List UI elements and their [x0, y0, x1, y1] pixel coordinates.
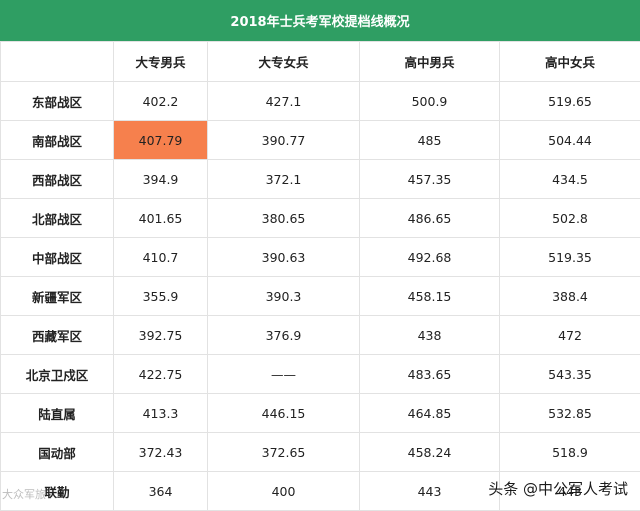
value-cell: 372.65	[208, 433, 360, 472]
value-cell: 434.5	[500, 160, 640, 199]
value-cell: 485	[360, 121, 500, 160]
table-row: 西藏军区 392.75 376.9 438 472	[1, 316, 640, 355]
value-cell: 392.75	[114, 316, 208, 355]
table-row: 东部战区 402.2 427.1 500.9 519.65	[1, 82, 640, 121]
value-cell: 401.65	[114, 199, 208, 238]
value-cell: 457.35	[360, 160, 500, 199]
table-title: 2018年士兵考军校提档线概况	[0, 0, 640, 41]
value-cell: 390.63	[208, 238, 360, 277]
table-row: 南部战区 407.79 390.77 485 504.44	[1, 121, 640, 160]
value-cell: 492.68	[360, 238, 500, 277]
table-row: 陆直属 413.3 446.15 464.85 532.85	[1, 394, 640, 433]
value-cell: 413.3	[114, 394, 208, 433]
table-row: 新疆军区 355.9 390.3 458.15 388.4	[1, 277, 640, 316]
value-cell: 443	[360, 472, 500, 511]
region-cell: 西部战区	[1, 160, 114, 199]
value-cell: 464.85	[360, 394, 500, 433]
value-cell: 532.85	[500, 394, 640, 433]
value-cell: 394.9	[114, 160, 208, 199]
header-highschool-female: 高中女兵	[500, 42, 640, 82]
value-cell: 372.43	[114, 433, 208, 472]
table-row: 国动部 372.43 372.65 458.24 518.9	[1, 433, 640, 472]
value-cell: 504.44	[500, 121, 640, 160]
value-cell: 410.7	[114, 238, 208, 277]
table-row: 北部战区 401.65 380.65 486.65 502.8	[1, 199, 640, 238]
watermark-right: 头条 @中公军人考试	[488, 478, 628, 499]
value-cell: 422.75	[114, 355, 208, 394]
header-corner	[1, 42, 114, 82]
value-cell: 390.77	[208, 121, 360, 160]
header-college-male: 大专男兵	[114, 42, 208, 82]
region-cell: 中部战区	[1, 238, 114, 277]
table-row: 北京卫戍区 422.75 —— 483.65 543.35	[1, 355, 640, 394]
value-cell: ——	[208, 355, 360, 394]
region-cell: 新疆军区	[1, 277, 114, 316]
region-cell: 陆直属	[1, 394, 114, 433]
region-cell: 北部战区	[1, 199, 114, 238]
region-cell: 东部战区	[1, 82, 114, 121]
value-cell: 519.35	[500, 238, 640, 277]
value-cell: 438	[360, 316, 500, 355]
watermark-left: 大众军旅	[2, 486, 46, 502]
value-cell: 380.65	[208, 199, 360, 238]
header-highschool-male: 高中男兵	[360, 42, 500, 82]
region-cell: 北京卫戍区	[1, 355, 114, 394]
value-cell: 486.65	[360, 199, 500, 238]
value-cell: 518.9	[500, 433, 640, 472]
highlighted-value-cell: 407.79	[114, 121, 208, 160]
value-cell: 502.8	[500, 199, 640, 238]
value-cell: 427.1	[208, 82, 360, 121]
value-cell: 400	[208, 472, 360, 511]
region-cell: 南部战区	[1, 121, 114, 160]
table-row: 西部战区 394.9 372.1 457.35 434.5	[1, 160, 640, 199]
value-cell: 390.3	[208, 277, 360, 316]
value-cell: 472	[500, 316, 640, 355]
header-college-female: 大专女兵	[208, 42, 360, 82]
value-cell: 458.15	[360, 277, 500, 316]
value-cell: 543.35	[500, 355, 640, 394]
value-cell: 376.9	[208, 316, 360, 355]
region-cell: 西藏军区	[1, 316, 114, 355]
value-cell: 446.15	[208, 394, 360, 433]
table-row: 中部战区 410.7 390.63 492.68 519.35	[1, 238, 640, 277]
score-table: 大专男兵 大专女兵 高中男兵 高中女兵 东部战区 402.2 427.1 500…	[0, 41, 640, 511]
value-cell: 364	[114, 472, 208, 511]
value-cell: 519.65	[500, 82, 640, 121]
header-row: 大专男兵 大专女兵 高中男兵 高中女兵	[1, 42, 640, 82]
value-cell: 500.9	[360, 82, 500, 121]
value-cell: 402.2	[114, 82, 208, 121]
value-cell: 483.65	[360, 355, 500, 394]
region-cell: 国动部	[1, 433, 114, 472]
value-cell: 355.9	[114, 277, 208, 316]
value-cell: 458.24	[360, 433, 500, 472]
value-cell: 388.4	[500, 277, 640, 316]
value-cell: 372.1	[208, 160, 360, 199]
